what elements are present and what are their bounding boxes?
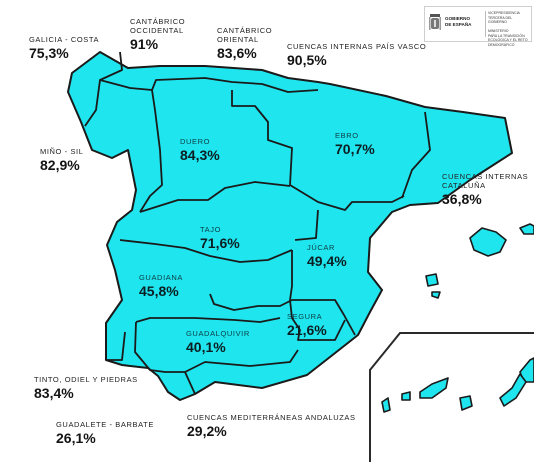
- basin-name: SEGURA: [287, 312, 323, 321]
- basin-name: CANTÁBRICO ORIENTAL: [217, 26, 273, 44]
- island-formentera: [431, 291, 441, 299]
- basin-value: 26,1%: [56, 429, 96, 446]
- island-fuerteventura: [499, 373, 527, 407]
- basin-label-duero: DUERO 84,3%: [180, 138, 220, 162]
- basin-label-jucar: JÚCAR 49,4%: [307, 244, 347, 268]
- basin-name: CANTÁBRICO OCCIDENTAL: [130, 17, 186, 35]
- basin-value: 91%: [130, 36, 159, 52]
- basin-label-cantabrico-occidental: CANTÁBRICO OCCIDENTAL 91%: [130, 17, 185, 51]
- basin-name: TAJO: [200, 225, 222, 234]
- basin-label-tinto-odiel-piedras: TINTO, ODIEL Y PIEDRAS 83,4%: [34, 376, 138, 400]
- basin-label-tajo: TAJO 71,6%: [200, 226, 240, 250]
- basin-label-cuencas-mediterraneas-andaluzas: CUENCAS MEDITERRÁNEAS ANDALUZAS 29,2%: [187, 414, 356, 438]
- basin-label-segura: SEGURA 21,6%: [287, 313, 327, 337]
- basin-name: EBRO: [335, 131, 359, 140]
- basin-label-guadalete-barbate: GUADALETE - BARBATE 26,1%: [56, 421, 154, 445]
- basin-value: 90,5%: [287, 51, 327, 68]
- basin-name: CUENCAS INTERNAS PAÍS VASCO: [287, 42, 427, 51]
- basin-name: JÚCAR: [307, 243, 336, 252]
- peninsula-shape: [67, 51, 513, 401]
- basin-value: 29,2%: [187, 422, 227, 439]
- basin-name: CUENCAS MEDITERRÁNEAS ANDALUZAS: [187, 413, 356, 422]
- basin-label-mino-sil: MIÑO - SIL 82,9%: [40, 148, 84, 172]
- basin-name: CUENCAS INTERNAS CATALUÑA: [442, 172, 529, 190]
- basin-value: 75,3%: [29, 44, 69, 61]
- basin-value: 83,6%: [217, 45, 257, 61]
- basin-name: MIÑO - SIL: [40, 147, 84, 156]
- logo-ministerio-text: VICEPRESIDENCIA TERCERA DEL GOBIERNO MIN…: [488, 11, 528, 47]
- island-ibiza: [425, 273, 439, 287]
- basin-name: GUADIANA: [139, 273, 183, 282]
- basin-value: 83,4%: [34, 384, 74, 401]
- government-logo: GOBIERNO DE ESPAÑA VICEPRESIDENCIA TERCE…: [424, 6, 532, 47]
- basin-name: TINTO, ODIEL Y PIEDRAS: [34, 375, 138, 384]
- logo-gobierno-text: GOBIERNO DE ESPAÑA: [445, 16, 472, 27]
- logo-divider: [485, 11, 486, 37]
- island-la-palma: [381, 397, 391, 413]
- basin-name: GUADALETE - BARBATE: [56, 420, 154, 429]
- basin-value: 84,3%: [180, 146, 220, 163]
- canary-islands: [381, 357, 534, 413]
- basin-value: 49,4%: [307, 252, 347, 269]
- coat-of-arms-icon: [429, 14, 441, 30]
- basin-value: 70,7%: [335, 140, 375, 157]
- island-tenerife: [419, 377, 449, 399]
- basin-value: 36,8%: [442, 191, 482, 207]
- basin-value: 82,9%: [40, 156, 80, 173]
- basin-name: DUERO: [180, 137, 211, 146]
- basin-label-guadalquivir: GUADALQUIVIR 40,1%: [186, 330, 250, 354]
- basin-value: 45,8%: [139, 282, 179, 299]
- island-menorca: [519, 223, 534, 235]
- basin-label-guadiana: GUADIANA 45,8%: [139, 274, 183, 298]
- island-mallorca: [469, 227, 507, 257]
- basin-name: GALICIA - COSTA: [29, 35, 100, 44]
- island-gran-canaria: [459, 395, 473, 411]
- basin-label-cantabrico-oriental: CANTÁBRICO ORIENTAL 83,6%: [217, 26, 272, 60]
- basin-label-galicia-costa: GALICIA - COSTA 75,3%: [29, 36, 99, 60]
- basin-label-ebro: EBRO 70,7%: [335, 132, 375, 156]
- basin-value: 40,1%: [186, 338, 226, 355]
- basin-label-cuencas-internas-cataluna: CUENCAS INTERNAS CATALUÑA 36,8%: [442, 172, 528, 206]
- canary-inset-frame: [369, 332, 534, 462]
- balearic-islands: [425, 223, 534, 299]
- island-gomera: [401, 391, 411, 401]
- basin-name: GUADALQUIVIR: [186, 329, 250, 338]
- basin-value: 21,6%: [287, 321, 327, 338]
- basin-label-cuencas-internas-pais-vasco: CUENCAS INTERNAS PAÍS VASCO 90,5%: [287, 43, 426, 67]
- basin-borders: [84, 51, 431, 395]
- basin-value: 71,6%: [200, 234, 240, 251]
